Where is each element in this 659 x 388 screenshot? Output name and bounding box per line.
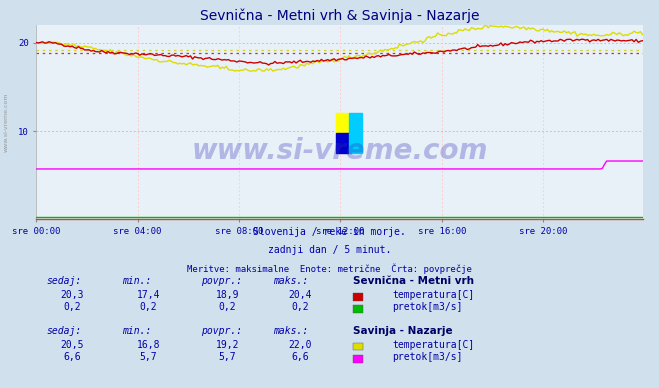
Text: temperatura[C]: temperatura[C] bbox=[392, 340, 474, 350]
Text: 0,2: 0,2 bbox=[64, 302, 81, 312]
Bar bbox=[336, 133, 349, 153]
Text: 20,3: 20,3 bbox=[61, 290, 84, 300]
Text: 18,9: 18,9 bbox=[215, 290, 239, 300]
Title: Sevnična - Metni vrh & Savinja - Nazarje: Sevnična - Metni vrh & Savinja - Nazarje bbox=[200, 8, 479, 23]
Text: povpr.:: povpr.: bbox=[201, 276, 242, 286]
Text: maks.:: maks.: bbox=[273, 326, 308, 336]
Text: temperatura[C]: temperatura[C] bbox=[392, 290, 474, 300]
Text: povpr.:: povpr.: bbox=[201, 326, 242, 336]
Text: 0,2: 0,2 bbox=[219, 302, 236, 312]
Text: www.si-vreme.com: www.si-vreme.com bbox=[191, 137, 488, 165]
Text: min.:: min.: bbox=[122, 276, 152, 286]
Text: 5,7: 5,7 bbox=[140, 352, 157, 362]
Text: pretok[m3/s]: pretok[m3/s] bbox=[392, 352, 463, 362]
Text: Savinja - Nazarje: Savinja - Nazarje bbox=[353, 326, 452, 336]
Text: 0,2: 0,2 bbox=[291, 302, 308, 312]
Text: maks.:: maks.: bbox=[273, 276, 308, 286]
Bar bbox=[336, 113, 349, 133]
Text: 19,2: 19,2 bbox=[215, 340, 239, 350]
Bar bbox=[349, 113, 362, 133]
Text: sedaj:: sedaj: bbox=[46, 276, 81, 286]
Text: 6,6: 6,6 bbox=[291, 352, 308, 362]
Text: Meritve: maksimalne  Enote: metrične  Črta: povprečje: Meritve: maksimalne Enote: metrične Črta… bbox=[187, 263, 472, 274]
Text: 17,4: 17,4 bbox=[136, 290, 160, 300]
Text: 0,2: 0,2 bbox=[140, 302, 157, 312]
Text: 20,5: 20,5 bbox=[61, 340, 84, 350]
Text: 22,0: 22,0 bbox=[288, 340, 312, 350]
Text: Sevnična - Metni vrh: Sevnična - Metni vrh bbox=[353, 276, 474, 286]
Text: zadnji dan / 5 minut.: zadnji dan / 5 minut. bbox=[268, 245, 391, 255]
Text: 5,7: 5,7 bbox=[219, 352, 236, 362]
Text: 6,6: 6,6 bbox=[64, 352, 81, 362]
Text: Slovenija / reke in morje.: Slovenija / reke in morje. bbox=[253, 227, 406, 237]
Text: sedaj:: sedaj: bbox=[46, 326, 81, 336]
Bar bbox=[349, 133, 362, 153]
Text: www.si-vreme.com: www.si-vreme.com bbox=[4, 92, 9, 152]
Text: pretok[m3/s]: pretok[m3/s] bbox=[392, 302, 463, 312]
Text: min.:: min.: bbox=[122, 326, 152, 336]
Text: 16,8: 16,8 bbox=[136, 340, 160, 350]
Text: 20,4: 20,4 bbox=[288, 290, 312, 300]
